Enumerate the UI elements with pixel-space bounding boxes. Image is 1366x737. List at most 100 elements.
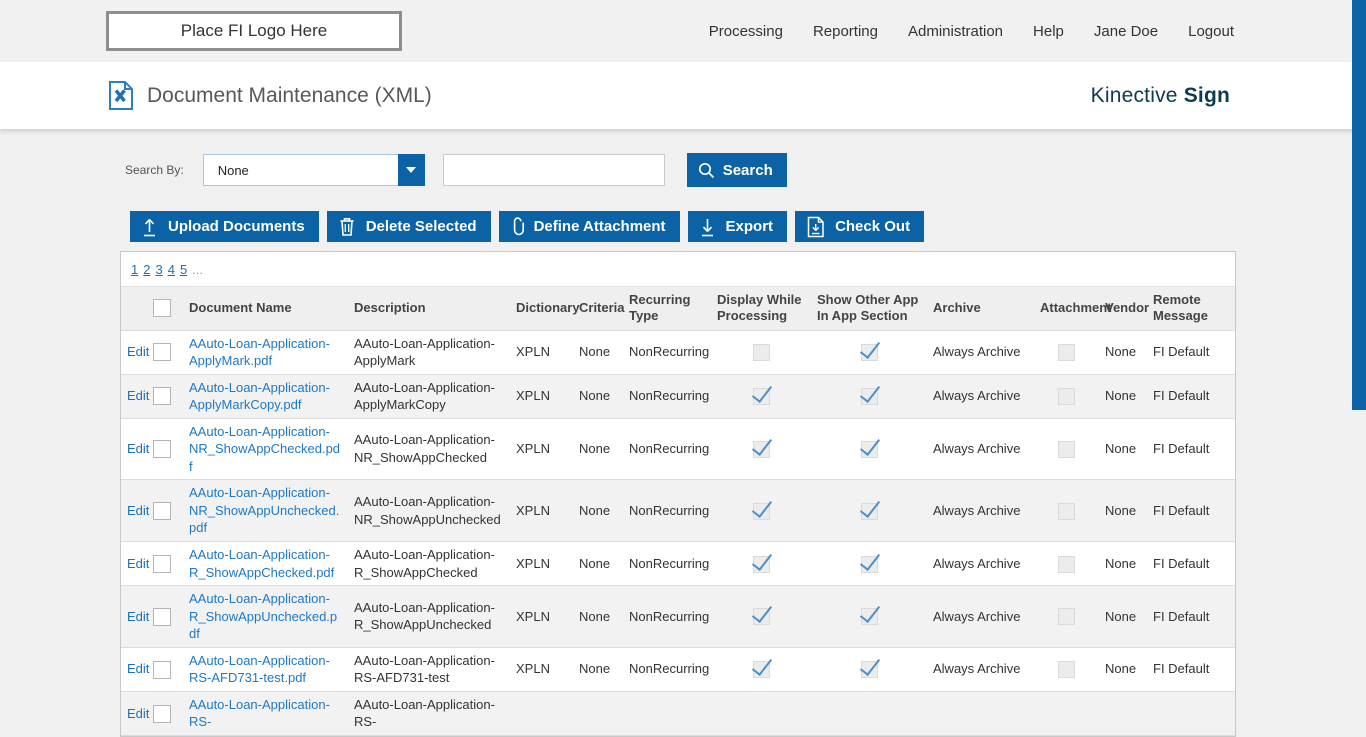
remote-message-cell: FI Default	[1147, 374, 1235, 419]
document-name-link[interactable]: AAuto-Loan-Application-RS-AFD731-test.pd…	[189, 652, 330, 686]
remote-message-cell	[1147, 691, 1235, 736]
fi-logo-placeholder: Place FI Logo Here	[106, 11, 402, 51]
archive-cell: Always Archive	[927, 418, 1034, 481]
criteria-cell: None	[573, 541, 623, 587]
page-link-4[interactable]: 4	[167, 262, 175, 277]
column-header-remote-message: Remote Message	[1147, 286, 1235, 331]
display-while-processing-checkbox	[752, 344, 770, 362]
column-header-attachment: Attachment	[1034, 286, 1112, 331]
criteria-cell: None	[573, 330, 623, 375]
select-all-checkbox[interactable]	[153, 299, 171, 318]
upload-icon	[141, 216, 158, 237]
row-select-checkbox[interactable]	[153, 501, 171, 520]
upload-documents-button[interactable]: Upload Documents	[130, 211, 319, 242]
table-row: Edit AAuto-Loan-Application-NR_ShowAppUnc…	[121, 479, 1235, 542]
edit-link[interactable]: Edit	[127, 555, 150, 571]
document-name-link[interactable]: AAuto-Loan-Application-RS-	[189, 696, 330, 730]
edit-link[interactable]: Edit	[127, 388, 150, 404]
remote-message-cell: FI Default	[1147, 418, 1235, 481]
row-select-checkbox[interactable]	[153, 343, 171, 362]
nav-item-reporting[interactable]: Reporting	[812, 22, 878, 40]
row-select-checkbox[interactable]	[153, 440, 171, 459]
download-icon	[699, 216, 716, 237]
criteria-cell: None	[573, 374, 623, 419]
table-row: Edit AAuto-Loan-Application-ApplyMarkCopy…	[121, 374, 1235, 419]
row-select-checkbox[interactable]	[153, 387, 171, 406]
archive-cell: Always Archive	[927, 479, 1034, 542]
criteria-cell: None	[573, 647, 623, 692]
search-button[interactable]: Search	[686, 153, 787, 187]
export-button[interactable]: Export	[687, 211, 788, 242]
trash-icon	[338, 216, 356, 237]
edit-link[interactable]: Edit	[127, 441, 150, 457]
edit-link[interactable]: Edit	[127, 705, 150, 721]
remote-message-cell: FI Default	[1147, 585, 1235, 648]
dictionary-cell: XPLN	[510, 585, 573, 648]
select-all-column-header	[147, 286, 183, 331]
check-out-button[interactable]: Check Out	[795, 211, 925, 242]
nav-item-help[interactable]: Help	[1033, 22, 1064, 40]
document-name-link[interactable]: AAuto-Loan-Application-NR_ShowAppUncheck…	[189, 485, 340, 536]
check-out-label: Check Out	[835, 218, 911, 235]
brand-regular: Kinective	[1090, 83, 1184, 107]
show-other-app-checkbox	[860, 555, 878, 573]
edit-link[interactable]: Edit	[127, 608, 150, 624]
checkout-document-icon	[806, 216, 825, 238]
delete-selected-label: Delete Selected	[365, 218, 477, 235]
nav-item-jane-doe[interactable]: Jane Doe	[1093, 22, 1159, 40]
upload-documents-label: Upload Documents	[168, 218, 305, 235]
attachment-checkbox	[1058, 344, 1075, 362]
nav-item-processing[interactable]: Processing	[708, 22, 783, 40]
recurring-type-cell: NonRecurring	[623, 647, 711, 692]
search-input[interactable]	[442, 154, 665, 186]
attachment-checkbox	[1058, 388, 1075, 406]
delete-selected-button[interactable]: Delete Selected	[326, 211, 491, 242]
archive-cell: Always Archive	[927, 330, 1034, 375]
page-link-1[interactable]: 1	[131, 262, 139, 277]
recurring-type-cell	[623, 691, 711, 736]
edit-link[interactable]: Edit	[127, 502, 150, 518]
column-header-criteria: Criteria	[573, 286, 625, 331]
attachment-checkbox	[1058, 555, 1075, 573]
document-name-link[interactable]: AAuto-Loan-Application-ApplyMark.pdf	[189, 335, 330, 369]
nav-item-administration[interactable]: Administration	[907, 22, 1004, 40]
column-header-display-while-processing: Display While Processing	[711, 286, 811, 331]
vendor-cell: None	[1099, 647, 1147, 692]
page-link-5[interactable]: 5	[179, 262, 188, 277]
page-link-3[interactable]: 3	[155, 262, 163, 277]
display-while-processing-checkbox	[752, 441, 770, 459]
remote-message-cell: FI Default	[1147, 541, 1235, 587]
archive-cell: Always Archive	[927, 541, 1034, 587]
document-name-link[interactable]: AAuto-Loan-Application-R_ShowAppChecked.…	[189, 546, 335, 580]
search-by-dropdown[interactable]: None	[202, 154, 425, 186]
dictionary-cell: XPLN	[510, 479, 573, 542]
recurring-type-cell: NonRecurring	[623, 479, 711, 542]
documents-table: Document Name Description Dictionary Cri…	[121, 286, 1235, 736]
document-name-link[interactable]: AAuto-Loan-Application-ApplyMarkCopy.pdf	[189, 379, 330, 413]
search-button-label: Search	[722, 161, 773, 179]
define-attachment-button[interactable]: Define Attachment	[498, 211, 680, 242]
brand-logo: Kinective Sign	[1091, 84, 1230, 108]
row-select-checkbox[interactable]	[153, 660, 171, 679]
main-nav: Processing Reporting Administration Help Jan…	[709, 23, 1234, 40]
show-other-app-checkbox	[860, 441, 878, 459]
row-select-checkbox[interactable]	[153, 704, 171, 723]
description-cell: AAuto-Loan-Application-RS-	[348, 691, 510, 736]
search-by-label: Search By:	[125, 163, 184, 177]
row-select-checkbox[interactable]	[153, 607, 171, 626]
toolbar: Upload Documents Delete Selected Define …	[130, 211, 1366, 242]
edit-link[interactable]: Edit	[127, 344, 150, 360]
dropdown-arrow-button[interactable]	[397, 154, 425, 186]
document-name-link[interactable]: AAuto-Loan-Application-R_ShowAppUnchecke…	[189, 591, 338, 642]
description-cell: AAuto-Loan-Application-RS-AFD731-test	[348, 647, 510, 692]
description-cell: AAuto-Loan-Application-ApplyMarkCopy	[348, 374, 510, 419]
edit-link[interactable]: Edit	[127, 661, 150, 677]
document-name-link[interactable]: AAuto-Loan-Application-NR_ShowAppChecked…	[189, 423, 341, 474]
nav-item-logout[interactable]: Logout	[1188, 22, 1234, 40]
attachment-checkbox	[1058, 608, 1075, 626]
vertical-scrollbar[interactable]	[1352, 0, 1366, 589]
scrollbar-thumb[interactable]	[1352, 0, 1366, 410]
column-header-document-name: Document Name	[183, 286, 348, 331]
page-link-2[interactable]: 2	[143, 262, 151, 277]
row-select-checkbox[interactable]	[153, 554, 171, 573]
